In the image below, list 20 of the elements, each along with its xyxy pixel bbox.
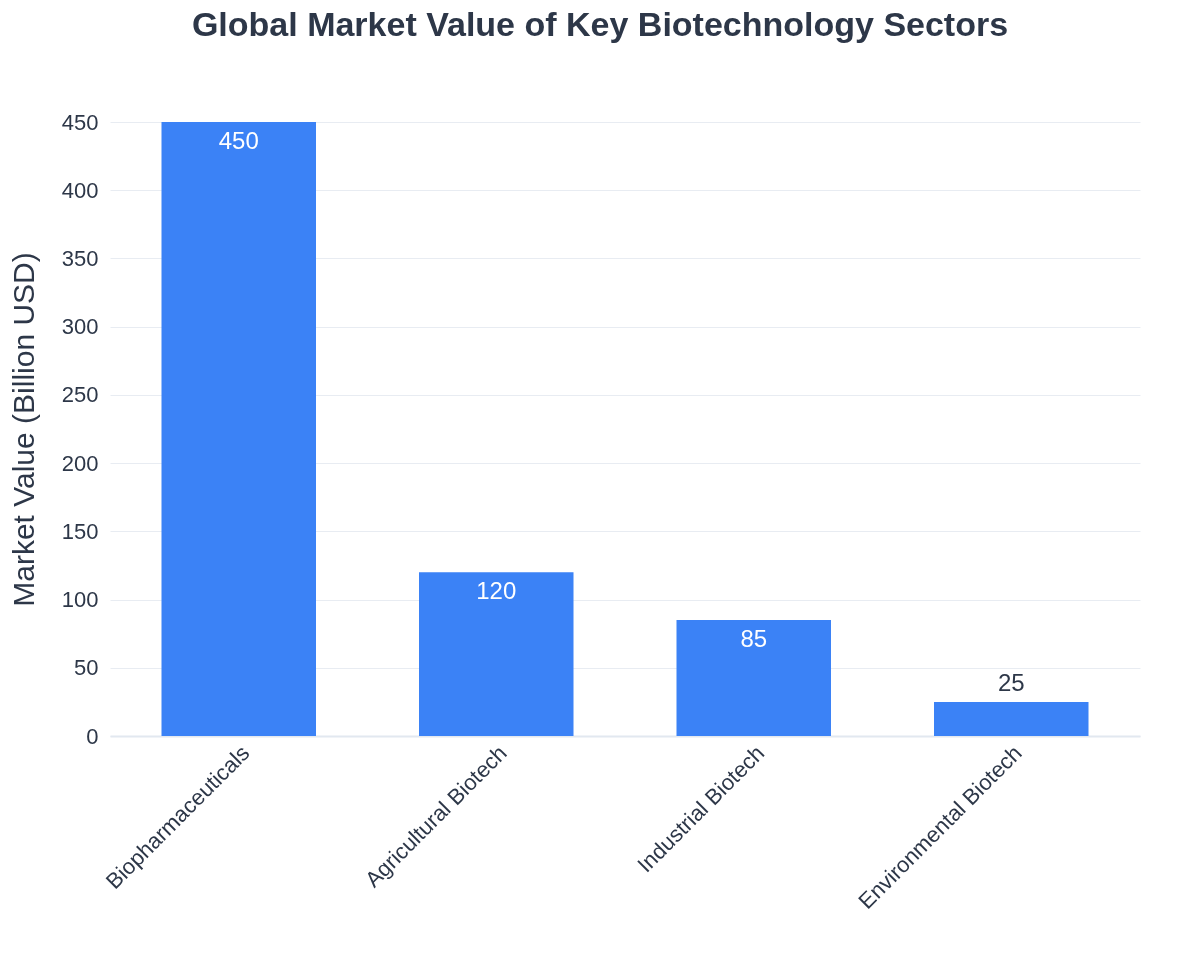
bar	[934, 701, 1089, 736]
y-tick-label: 400	[61, 177, 99, 203]
data-label: 85	[740, 625, 768, 653]
data-label: 120	[476, 577, 517, 605]
y-axis-title: Market Value (Billion USD)	[6, 252, 40, 607]
data-label: 25	[997, 668, 1025, 696]
y-tick-label: 350	[61, 245, 99, 271]
bar	[419, 572, 574, 736]
y-tick-label: 250	[61, 382, 99, 408]
y-tick-label: 100	[61, 587, 99, 613]
bar	[161, 122, 316, 736]
y-tick-label: 200	[61, 450, 99, 476]
y-tick-label: 0	[86, 723, 99, 749]
data-label: 450	[218, 127, 259, 154]
chart-title: Global Market Value of Key Biotechnology Sectors	[191, 5, 1009, 43]
y-tick-label: 450	[61, 109, 99, 135]
y-tick-label: 50	[74, 655, 99, 681]
y-tick-label: 300	[61, 314, 99, 340]
y-tick-label: 150	[61, 518, 99, 544]
bar	[676, 620, 831, 736]
